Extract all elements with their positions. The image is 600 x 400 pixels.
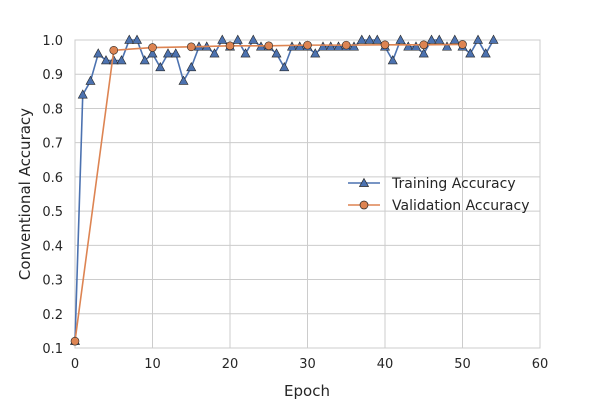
x-axis-label: Epoch [284, 382, 330, 400]
data-point [403, 41, 414, 51]
x-tick-label: 10 [144, 357, 161, 372]
data-point [139, 55, 150, 65]
x-tick-label: 30 [299, 357, 316, 372]
legend-training-label: Training Accuracy [391, 176, 516, 192]
data-point [372, 34, 383, 44]
series-validation-accuracy [70, 40, 467, 346]
data-point [124, 34, 135, 44]
legend-validation-marker [359, 200, 369, 210]
y-tick-label: 0.2 [42, 308, 63, 323]
data-point [294, 41, 305, 51]
data-point [225, 41, 235, 51]
legend: Training Accuracy Validation Accuracy [348, 176, 530, 214]
data-point [341, 40, 351, 50]
data-point [449, 34, 460, 44]
x-tick-label: 50 [454, 357, 471, 372]
data-point [333, 41, 344, 51]
x-tick-label: 0 [71, 357, 79, 372]
data-point [70, 336, 80, 346]
data-point [317, 41, 329, 51]
y-tick-label: 0.5 [42, 205, 63, 220]
y-tick-label: 0.6 [42, 171, 63, 186]
data-point [217, 34, 228, 44]
data-point [472, 34, 484, 44]
data-point [116, 55, 127, 65]
data-point [488, 34, 499, 44]
y-axis-label: Conventional Accuracy [16, 108, 34, 280]
data-point [271, 48, 282, 58]
legend-validation-label: Validation Accuracy [392, 198, 530, 214]
y-tick-label: 0.8 [42, 102, 63, 117]
data-point [395, 34, 406, 44]
data-point [356, 34, 367, 44]
data-point [264, 41, 274, 51]
y-tick-label: 0.1 [42, 342, 63, 357]
data-point [279, 61, 290, 72]
data-point [480, 48, 491, 58]
data-point [93, 48, 104, 58]
data-point [85, 75, 96, 85]
data-point [380, 40, 390, 50]
data-point [131, 34, 143, 44]
series-layer [69, 34, 499, 346]
y-tick-label: 0.9 [42, 68, 63, 83]
data-point [240, 48, 251, 58]
data-point [232, 34, 243, 44]
data-point [178, 75, 189, 85]
data-point [434, 34, 445, 44]
data-point [148, 43, 157, 52]
data-point [209, 48, 220, 58]
data-point [410, 41, 422, 51]
tick-labels: 0 10 20 30 40 50 60 0.1 0.2 0.3 0.4 0.5 0.6 0.7 0.8 0.9… [42, 34, 548, 372]
axes [74, 39, 541, 349]
data-point [100, 55, 112, 65]
data-point [458, 40, 467, 49]
y-tick-label: 0.3 [42, 274, 63, 289]
data-point [348, 41, 360, 51]
y-tick-label: 0.4 [42, 239, 63, 254]
data-point [426, 34, 437, 44]
plot-border [74, 39, 541, 349]
data-point [364, 34, 375, 44]
data-point [77, 89, 88, 99]
data-point [418, 48, 429, 58]
y-tick-label: 1.0 [42, 34, 63, 49]
x-tick-label: 20 [222, 357, 239, 372]
data-point [162, 48, 174, 58]
data-point [465, 48, 476, 58]
data-point [109, 45, 119, 55]
data-point [387, 55, 398, 65]
series-training-accuracy [69, 34, 499, 345]
data-point [419, 40, 429, 50]
data-point [155, 61, 166, 72]
y-tick-label: 0.7 [42, 137, 63, 152]
data-point [147, 48, 158, 58]
x-tick-label: 60 [532, 357, 549, 372]
data-point [170, 48, 181, 58]
data-point [325, 41, 336, 51]
data-point [441, 41, 453, 51]
data-point [186, 61, 197, 72]
x-tick-label: 40 [377, 357, 394, 372]
data-point [310, 48, 321, 58]
data-point [186, 42, 196, 52]
data-point [248, 34, 259, 44]
data-point [303, 40, 312, 50]
legend-training-marker [358, 177, 370, 187]
